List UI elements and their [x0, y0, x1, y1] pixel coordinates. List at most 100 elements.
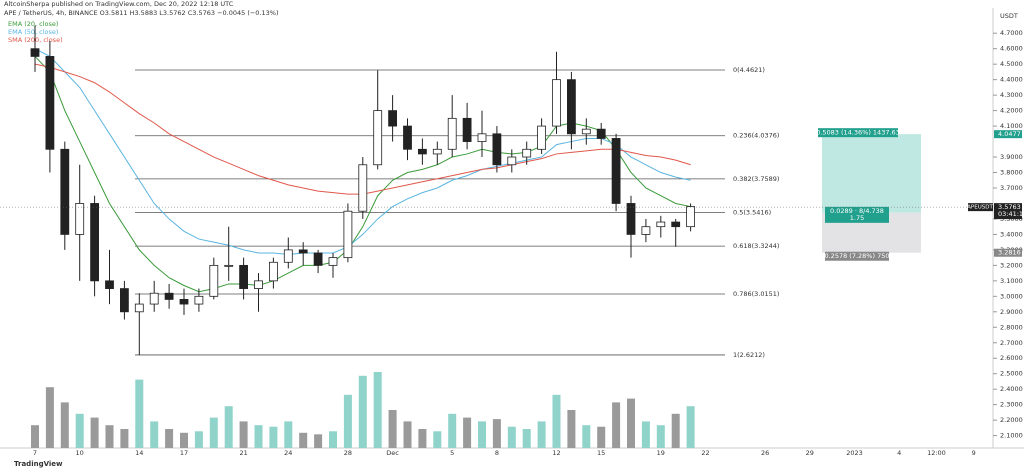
volume-bar	[388, 410, 397, 448]
candle-body	[179, 299, 189, 305]
volume-bar	[567, 410, 576, 448]
candle-body	[656, 221, 666, 228]
y-tick-label: 4.7000	[1000, 29, 1023, 37]
y-tick-label: 3.2000	[1000, 261, 1023, 269]
x-tick-label: 26	[761, 449, 769, 457]
x-tick-label: Dec	[386, 449, 399, 457]
price-tag: 4.0477	[998, 130, 1021, 138]
candle-body	[522, 148, 532, 158]
stop-label: 0.2578 (7.28%) 750	[824, 252, 889, 260]
candle-body	[641, 226, 651, 235]
candle-body	[507, 156, 517, 166]
x-tick-label: 8	[495, 449, 499, 457]
candle-body	[224, 264, 234, 267]
volume-bar	[60, 402, 69, 448]
y-tick-label: 2.1000	[1000, 432, 1023, 440]
volume-bar	[463, 417, 472, 448]
y-tick-label: 2.9000	[1000, 308, 1023, 316]
x-tick-label: 12:00	[927, 449, 946, 457]
candle-body	[462, 117, 472, 142]
x-tick-label: 22	[701, 449, 709, 457]
volume-bar	[329, 431, 337, 448]
ticker: APEUSDT	[967, 205, 993, 211]
candle-body	[596, 128, 606, 139]
candle-body	[671, 221, 681, 228]
x-tick-label: 2023	[846, 449, 863, 457]
volume-bar	[194, 431, 203, 448]
candle-body	[149, 292, 159, 305]
volume-bar	[358, 375, 367, 448]
x-tick-label: 14	[135, 449, 143, 457]
volume-bar	[343, 394, 352, 448]
volume-bar	[209, 417, 218, 448]
candle-body	[388, 110, 398, 127]
target-label-bg	[818, 128, 898, 138]
candle-body	[134, 303, 144, 313]
x-tick-label: 10	[76, 449, 84, 457]
volume-bar	[433, 431, 442, 448]
volume-bar	[299, 432, 308, 448]
fib-label: 0.236(4.0376)	[733, 132, 779, 140]
y-tick-label: 4.3000	[1000, 91, 1023, 99]
y-tick-label: 2.4000	[1000, 385, 1023, 393]
candle-body	[373, 110, 383, 166]
fib-label: 0.5(3.5416)	[733, 209, 771, 217]
y-tick-label: 2.3000	[1000, 401, 1023, 409]
entry-label-bg	[825, 206, 889, 223]
x-tick-label: 17	[180, 449, 188, 457]
stop-label-bg	[825, 251, 889, 261]
price-tag-bg	[994, 248, 1022, 257]
candle-body	[254, 280, 263, 289]
y-tick-label: 2.7000	[1000, 339, 1023, 347]
candle-body	[283, 249, 293, 263]
volume-bar	[254, 425, 263, 448]
volume-bar	[627, 398, 635, 448]
ma-line	[34, 48, 691, 256]
volume-bar	[45, 387, 54, 448]
x-tick-label: 15	[597, 449, 605, 457]
y-tick-label: 4.6000	[1000, 45, 1023, 53]
y-tick-label: 4.2000	[1000, 107, 1023, 115]
axis-unit: USDT	[1000, 12, 1018, 20]
volume-bar	[135, 379, 144, 448]
volume-bar	[75, 413, 84, 448]
y-tick-label: 2.6000	[1000, 354, 1023, 362]
y-tick-label: 3.4000	[1000, 230, 1023, 238]
volume-bar	[150, 421, 159, 448]
y-tick-label: 2.5000	[1000, 370, 1023, 378]
candle-body	[417, 148, 427, 155]
candle-body	[537, 125, 546, 150]
fib-label: 1(2.6212)	[733, 351, 765, 359]
volume-bar	[612, 402, 621, 448]
volume-bar	[418, 429, 427, 448]
volume-bar	[448, 413, 457, 448]
candle-body	[209, 264, 219, 297]
x-tick-label: 4	[897, 449, 901, 457]
y-tick-label: 4.4000	[1000, 76, 1023, 84]
symbol: APE / TetherUS, 4h, BINANCE O3.5811 H3.5…	[4, 9, 279, 17]
candle-body	[90, 203, 99, 282]
volume-bar	[224, 406, 233, 448]
logo: TradingView	[14, 460, 63, 468]
candle-body	[611, 138, 621, 204]
volume-bar	[105, 425, 114, 448]
volume-bar	[656, 425, 665, 448]
fib-label: 0.618(3.3244)	[733, 242, 779, 250]
y-tick-label: 3.7000	[1000, 184, 1023, 192]
volume-bar	[478, 421, 486, 448]
candle-body	[447, 117, 457, 150]
fib-label: 0.786(3.0151)	[733, 290, 779, 298]
volume-bar	[269, 426, 278, 448]
volume-bar	[537, 421, 546, 448]
x-tick-label: 5	[450, 449, 454, 457]
x-tick-label: 29	[806, 449, 814, 457]
volume-bar	[284, 421, 293, 448]
legend-entry: EMA (50, close)	[8, 28, 58, 36]
volume-bar	[239, 421, 248, 448]
candle-body	[552, 79, 561, 127]
candle-body	[120, 288, 129, 313]
target-label: 0.5083 (14.36%) 1437.63	[816, 129, 900, 137]
candle-body	[432, 148, 442, 155]
candle-body	[581, 128, 591, 135]
volume-bar	[582, 425, 591, 448]
